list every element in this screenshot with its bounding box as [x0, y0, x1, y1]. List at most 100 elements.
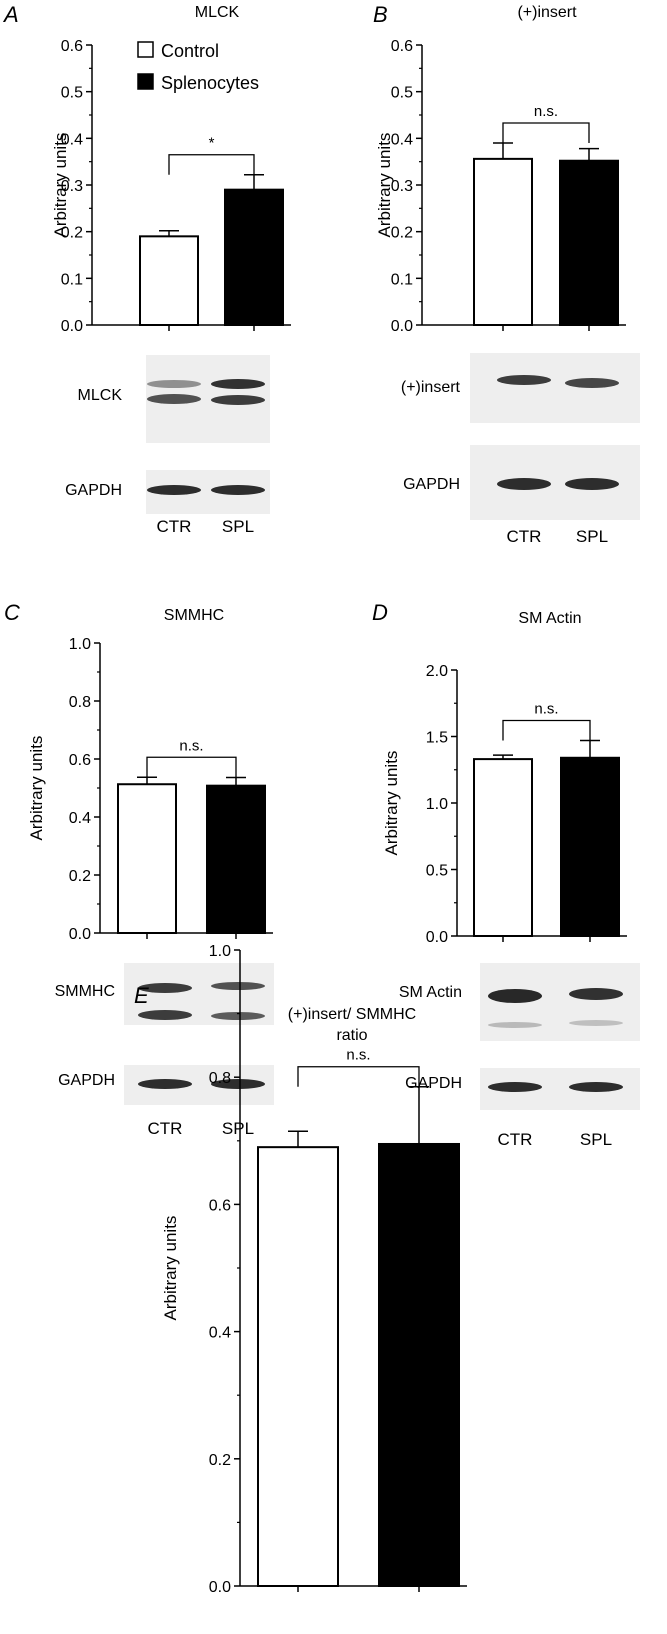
- y-tick-label: 0.2: [209, 1452, 231, 1469]
- y-tick-label: 0.2: [69, 868, 91, 885]
- y-tick-label: 0.5: [61, 85, 83, 102]
- blot-band: [569, 988, 623, 1000]
- blot-band-gapdh: [488, 1082, 542, 1092]
- lane-label: SPL: [222, 517, 254, 536]
- blot-band: [569, 1020, 623, 1026]
- y-tick-label: 0.6: [69, 752, 91, 769]
- blot-band: [211, 395, 265, 405]
- significance-label: n.s.: [346, 1047, 370, 1064]
- y-tick-label: 0.4: [69, 810, 91, 827]
- significance-bracket: [502, 719, 591, 741]
- y-tick-label: 0.4: [209, 1325, 231, 1342]
- significance-bracket: [297, 1066, 420, 1087]
- blot-panel-d: SM Actin GAPDH CTR SPL: [399, 963, 640, 1149]
- significance-label: *: [209, 135, 215, 152]
- y-tick-label: 2.0: [426, 663, 448, 680]
- chart-panel-d: D SM Actin Arbitrary units 0.0 0.5 1.0 1.5 2.0 n…: [372, 600, 627, 946]
- y-tick-label: 0.0: [209, 1579, 231, 1596]
- y-axis-label: Arbitrary units: [51, 133, 70, 238]
- bar-control: [473, 157, 533, 326]
- legend-splenocytes-swatch: [137, 73, 154, 90]
- y-axis-label: Arbitrary units: [375, 133, 394, 238]
- blot-target-label: (+)insert: [401, 379, 461, 396]
- y-tick-label: 1.0: [69, 636, 91, 653]
- blot-band: [138, 983, 192, 993]
- blot-loading-label: GAPDH: [58, 1072, 115, 1089]
- bar-splenocytes: [559, 159, 619, 326]
- blot-loading-label: GAPDH: [65, 482, 122, 499]
- lane-label: CTR: [507, 527, 542, 546]
- blot-band-gapdh: [138, 1079, 192, 1089]
- blot-target-label: MLCK: [78, 387, 123, 404]
- blot-loading-label: GAPDH: [405, 1075, 462, 1092]
- legend-splenocytes-label: Splenocytes: [161, 73, 259, 93]
- lane-label: SPL: [580, 1130, 612, 1149]
- blot-band: [497, 375, 551, 385]
- chart-title: MLCK: [195, 4, 240, 21]
- bar-charts: A MLCK Arbitrary units 0.0 0.1 0.2 0.3 0.4 0.5 0.…: [2, 2, 627, 1596]
- blot-band-gapdh: [211, 485, 265, 495]
- panel-letter: B: [373, 2, 388, 27]
- blot-panel-a: MLCK GAPDH CTR SPL: [65, 355, 270, 536]
- significance-bracket: [146, 756, 237, 778]
- bar-splenocytes: [206, 784, 266, 934]
- blot-band-gapdh: [497, 478, 551, 490]
- chart-panel-c: C SMMHC Arbitrary units 0.0 0.2 0.4 0.6 0.8 1.0 n…: [4, 600, 273, 943]
- y-tick-label: 0.1: [61, 271, 83, 288]
- y-tick-label: 0.3: [61, 178, 83, 195]
- blot-target-label: SM Actin: [399, 984, 462, 1001]
- blot-target-membrane: [470, 353, 640, 423]
- chart-title: (+)insert/ SMMHC: [288, 1006, 416, 1023]
- y-tick-label: 0.6: [61, 38, 83, 55]
- y-tick-label: 0.5: [426, 863, 448, 880]
- blot-panel-c: SMMHC GAPDH CTR SPL: [55, 963, 274, 1138]
- bar-control: [257, 1146, 339, 1588]
- panel-letter: C: [4, 600, 20, 625]
- bar-control: [139, 235, 199, 326]
- bar-control: [117, 783, 177, 934]
- y-tick-label: 0.0: [69, 926, 91, 943]
- y-axis-label: Arbitrary units: [27, 736, 46, 841]
- blot-band-gapdh: [565, 478, 619, 490]
- y-tick-label: 0.0: [391, 318, 413, 335]
- chart-title: SMMHC: [164, 607, 224, 624]
- bar-splenocytes: [560, 756, 620, 938]
- blot-band: [211, 379, 265, 389]
- y-tick-label: 1.0: [426, 796, 448, 813]
- lane-label: CTR: [157, 517, 192, 536]
- blot-panel-b: (+)insert GAPDH CTR SPL: [401, 353, 640, 546]
- chart-panel-a: A MLCK Arbitrary units 0.0 0.1 0.2 0.3 0.4 0.5 0.…: [2, 2, 291, 335]
- chart-panel-b: B (+)insert Arbitrary units 0.0 0.1 0.2 0.3 0.4…: [373, 2, 626, 335]
- panel-letter: E: [134, 983, 149, 1008]
- blot-band-gapdh: [569, 1082, 623, 1092]
- y-tick-label: 0.6: [209, 1197, 231, 1214]
- legend-control-label: Control: [161, 41, 219, 61]
- y-tick-label: 0.4: [61, 131, 83, 148]
- y-tick-label: 0.8: [209, 1070, 231, 1087]
- chart-subtitle: ratio: [336, 1027, 367, 1044]
- y-axis-label: Arbitrary units: [161, 1216, 180, 1321]
- y-tick-label: 0.8: [69, 694, 91, 711]
- significance-label: n.s.: [179, 737, 203, 754]
- bar-control: [473, 758, 533, 937]
- panel-letter: D: [372, 600, 388, 625]
- y-tick-label: 0.1: [391, 271, 413, 288]
- legend-control-swatch: [137, 41, 154, 58]
- bar-splenocytes: [378, 1142, 460, 1587]
- blot-band-gapdh: [211, 1079, 265, 1089]
- blot-band-gapdh: [147, 485, 201, 495]
- legend: Control Splenocytes: [137, 41, 259, 93]
- blot-band: [488, 1022, 542, 1028]
- blot-band: [211, 982, 265, 990]
- blot-band: [147, 380, 201, 388]
- y-tick-label: 0.5: [391, 85, 413, 102]
- significance-label: n.s.: [534, 700, 558, 717]
- y-tick-label: 0.0: [61, 318, 83, 335]
- lane-label: SPL: [576, 527, 608, 546]
- lane-label: SPL: [222, 1119, 254, 1138]
- blot-band: [138, 1010, 192, 1020]
- y-tick-label: 0.0: [426, 929, 448, 946]
- bar-splenocytes: [224, 188, 284, 326]
- significance-bracket: [502, 122, 590, 143]
- blot-loading-label: GAPDH: [403, 476, 460, 493]
